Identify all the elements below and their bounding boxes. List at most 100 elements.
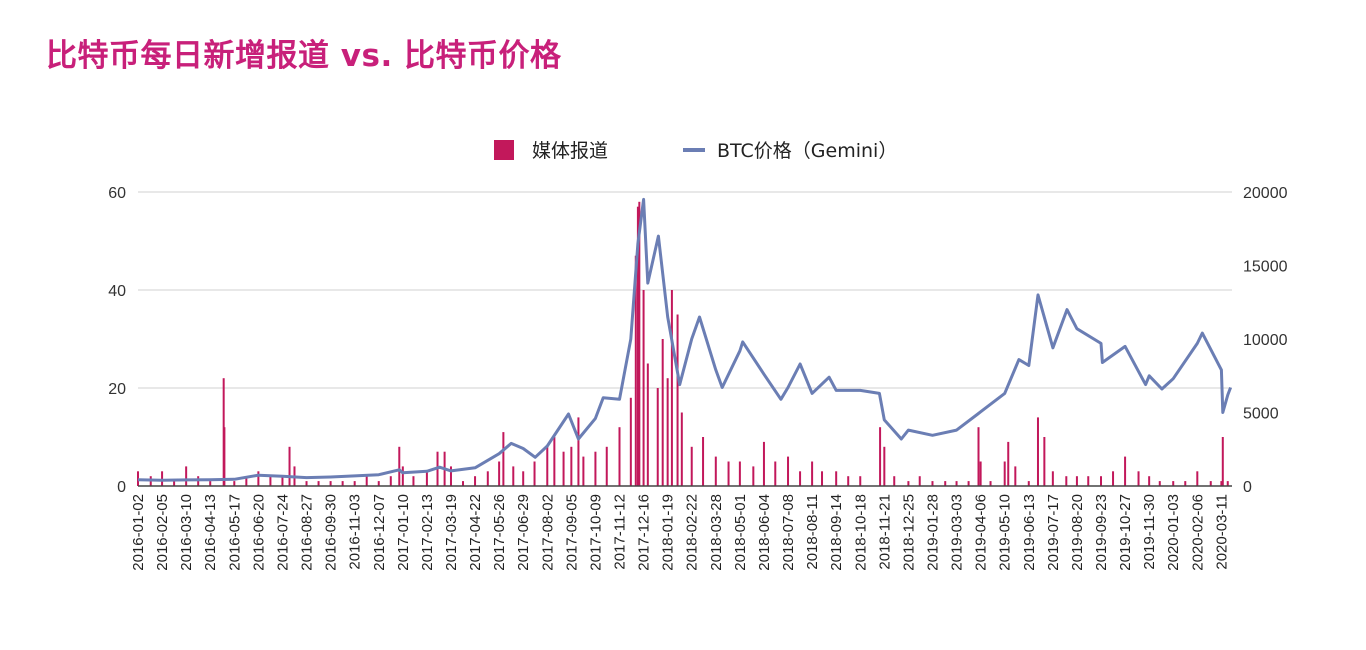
media-bar: [474, 476, 477, 486]
x-tick-label: 2018-09-14: [828, 494, 845, 571]
x-tick-label: 2019-10-27: [1117, 494, 1134, 571]
media-bar: [883, 446, 886, 486]
x-tick-label: 2020-02-06: [1189, 494, 1206, 571]
media-bar: [233, 481, 236, 486]
media-bar: [1043, 437, 1046, 486]
media-bar: [811, 461, 814, 486]
media-bar: [594, 451, 597, 486]
media-bar: [727, 461, 730, 486]
media-bar: [173, 481, 176, 486]
y-right-tick-label: 5000: [1243, 406, 1279, 423]
media-bar: [690, 446, 693, 486]
x-tick-label: 2019-03-03: [949, 494, 966, 571]
x-tick-label: 2018-05-01: [732, 494, 749, 571]
media-bar: [1209, 481, 1212, 486]
axes: 0 20 40 60 0 5000 10000 15000 20000 2016-01-02 201…: [108, 185, 1287, 571]
x-tick-label: 2020-03-11: [1213, 494, 1230, 570]
media-bar: [365, 476, 368, 486]
media-bar: [317, 481, 320, 486]
media-bar: [512, 466, 515, 486]
media-bar: [449, 466, 452, 486]
media-bar: [401, 466, 404, 486]
media-bar: [281, 476, 284, 486]
x-tick-label: 2016-07-24: [275, 494, 292, 571]
media-bar: [1196, 471, 1199, 486]
x-tick-label: 2017-03-19: [443, 494, 460, 571]
media-bar: [680, 412, 683, 486]
media-bar: [1075, 476, 1078, 486]
x-tick-label: 2017-01-10: [395, 494, 412, 571]
x-tick-label: 2016-06-20: [250, 494, 267, 571]
x-tick-label: 2018-03-28: [708, 494, 725, 571]
x-tick-label: 2019-09-23: [1093, 494, 1110, 571]
media-bar: [907, 481, 910, 486]
media-bar: [1137, 471, 1140, 486]
media-bar: [533, 461, 536, 486]
media-bar: [979, 461, 982, 486]
media-bar: [676, 314, 679, 486]
media-bar: [666, 378, 669, 486]
x-tick-label: 2018-01-19: [660, 494, 677, 571]
media-bar: [1027, 481, 1030, 486]
y-right-tick-label: 0: [1243, 479, 1252, 496]
x-tick-label: 2019-04-06: [973, 494, 990, 571]
x-tick-label: 2019-08-20: [1069, 494, 1086, 571]
x-tick-label: 2017-05-26: [491, 494, 508, 571]
media-bar: [546, 446, 549, 486]
media-bar: [522, 471, 525, 486]
media-bar: [670, 290, 673, 486]
y-left-tick-label: 20: [108, 381, 126, 398]
x-tick-label: 2018-12-25: [900, 494, 917, 571]
media-bar: [1112, 471, 1115, 486]
media-bar: [821, 471, 824, 486]
media-bar: [1158, 481, 1161, 486]
x-tick-label: 2018-07-08: [780, 494, 797, 571]
media-bar: [605, 446, 608, 486]
media-bar: [656, 388, 659, 486]
legend: 媒体报道 BTC价格（Gemini）: [494, 140, 897, 162]
x-tick-label: 2020-01-03: [1165, 494, 1182, 571]
media-bar: [774, 461, 777, 486]
media-bar: [462, 481, 465, 486]
price-line: [137, 197, 1233, 482]
media-bar: [269, 476, 272, 486]
x-tick-label: 2019-11-30: [1141, 494, 1158, 570]
y-right-tick-label: 10000: [1243, 332, 1288, 349]
media-bar: [502, 432, 505, 486]
x-tick-label: 2016-04-13: [202, 494, 219, 571]
media-bar: [752, 466, 755, 486]
media-bar: [629, 397, 632, 486]
media-bar: [377, 481, 380, 486]
media-bar: [642, 290, 645, 486]
media-bar: [702, 437, 705, 486]
x-tick-label: 2017-10-09: [587, 494, 604, 571]
media-bars: [137, 201, 1229, 487]
y-right-tick-label: 20000: [1243, 185, 1288, 202]
media-bar: [618, 427, 621, 486]
media-bar: [486, 471, 489, 486]
media-bar: [1124, 456, 1127, 486]
x-tick-label: 2017-02-13: [419, 494, 436, 571]
price-series-line: [137, 197, 1233, 482]
x-tick-label: 2016-11-03: [347, 494, 364, 570]
x-tick-label: 2017-11-12: [612, 494, 629, 570]
media-bar: [577, 417, 580, 486]
media-bar: [245, 476, 248, 486]
legend-label-media: 媒体报道: [532, 140, 608, 162]
x-tick-label: 2016-01-02: [130, 494, 147, 571]
media-bar: [209, 481, 212, 486]
media-bar: [1003, 461, 1006, 486]
gridlines: [138, 191, 1232, 389]
media-bar: [977, 427, 980, 486]
media-bar: [714, 456, 717, 486]
x-tick-label: 2017-12-16: [636, 494, 653, 571]
media-bar: [570, 446, 573, 486]
x-tick-label: 2019-01-28: [925, 494, 942, 571]
media-bar: [398, 446, 401, 486]
x-tick-label: 2016-03-10: [178, 494, 195, 571]
media-bar: [1148, 476, 1151, 486]
media-bar: [553, 437, 556, 486]
media-bar: [799, 471, 802, 486]
x-tick-label: 2017-06-29: [515, 494, 532, 571]
